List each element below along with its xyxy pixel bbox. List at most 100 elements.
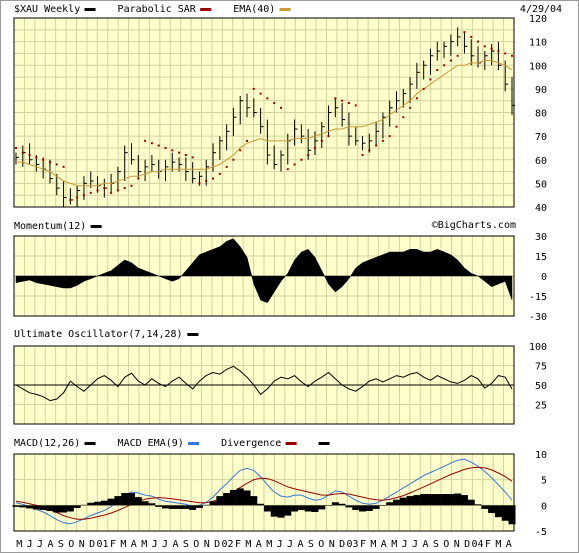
divergence-bar <box>189 505 197 510</box>
sar-dot <box>178 151 181 154</box>
ema-40--line <box>16 60 513 187</box>
divergence-bar <box>19 505 27 508</box>
divergence-bar <box>359 505 367 512</box>
sar-dot <box>137 177 140 180</box>
price-panel <box>13 17 515 208</box>
divergence-bar <box>318 505 326 510</box>
sar-dot <box>232 158 235 161</box>
divergence-bar <box>229 489 237 506</box>
sar-dot <box>334 97 337 100</box>
sar-dot <box>191 156 194 159</box>
x-tick-label: M <box>245 539 251 550</box>
sar-dot <box>422 87 425 90</box>
divergence-bar <box>175 505 183 509</box>
sar-dot <box>184 154 187 157</box>
sar-dot <box>361 154 364 157</box>
sar-dot <box>341 99 344 102</box>
sar-dot <box>110 191 113 194</box>
ultimate-y-tick-label: 100 <box>529 342 547 353</box>
sar-dot <box>388 135 391 138</box>
macd-y-tick-label: -5 <box>535 527 547 538</box>
sar-dot <box>497 50 500 53</box>
momentum-y-tick-label: -15 <box>529 292 547 303</box>
divergence-bar <box>168 505 176 509</box>
x-tick-label: S <box>183 539 189 550</box>
ultimate-y-tick-label: 75 <box>535 362 547 373</box>
divergence-bar <box>284 505 292 516</box>
price-legend-label: $XAU Weekly <box>14 4 80 15</box>
sar-dot <box>21 151 24 154</box>
divergence-bar <box>202 504 210 506</box>
x-tick-label: A <box>422 539 428 550</box>
divergence-bar <box>454 493 462 506</box>
sar-dot <box>116 189 119 192</box>
divergence-bar <box>426 494 434 506</box>
sar-dot <box>252 87 255 90</box>
divergence-bar <box>338 503 346 506</box>
sar-dot <box>483 45 486 48</box>
sar-dot <box>381 139 384 142</box>
macd-y-tick-label: 10 <box>535 450 547 461</box>
price-plot-border <box>13 17 515 208</box>
divergence-bar <box>32 505 40 510</box>
sar-dot <box>395 125 398 128</box>
x-tick-label: 03 <box>347 539 359 550</box>
x-tick-label: O <box>68 539 74 550</box>
panels-layer <box>12 17 516 532</box>
sar-dot <box>449 59 452 62</box>
sar-dot <box>327 135 330 138</box>
sar-dot <box>429 78 432 81</box>
divergence-bar <box>352 505 360 510</box>
sar-dot <box>300 158 303 161</box>
price-y-tick-label: 110 <box>529 38 547 49</box>
momentum-y-tick-label: 30 <box>535 232 547 243</box>
divergence-bar <box>87 502 95 506</box>
sar-dot <box>511 54 513 57</box>
divergence-bar <box>460 495 468 506</box>
price-y-tick-label: 100 <box>529 61 547 72</box>
sar-dot <box>415 97 418 100</box>
divergence-bar <box>66 505 74 512</box>
x-tick-label: J <box>152 539 158 550</box>
sar-dot <box>266 97 269 100</box>
divergence-bar <box>331 502 339 506</box>
divergence-bar <box>291 505 299 512</box>
divergence-bar <box>311 505 319 513</box>
divergence-bar <box>277 505 285 518</box>
macd-plot-border <box>13 453 515 532</box>
divergence-bar <box>94 501 102 506</box>
divergence-bar <box>474 504 482 506</box>
x-tick-label: N <box>454 539 460 550</box>
sar-dot <box>286 168 289 171</box>
sar-dot <box>69 198 72 201</box>
momentum-area <box>15 238 513 304</box>
divergence-bar <box>447 494 455 506</box>
x-tick-label: M <box>120 539 126 550</box>
divergence-bar <box>12 505 20 507</box>
macd-legend-label: Divergence <box>221 438 281 449</box>
x-tick-label: A <box>381 539 387 550</box>
sar-dot <box>205 180 208 183</box>
divergence-bar <box>114 496 122 506</box>
sar-dot <box>157 144 160 147</box>
x-tick-label: S <box>433 539 439 550</box>
x-tick-label: J <box>27 539 33 550</box>
x-tick-label: S <box>308 539 314 550</box>
x-tick-label: F <box>485 539 491 550</box>
divergence-bar <box>73 505 81 508</box>
divergence-bar <box>148 503 156 506</box>
divergence-bar <box>39 505 47 510</box>
price-y-tick-label: 120 <box>529 14 547 25</box>
divergence-bar <box>100 500 108 506</box>
sar-dot <box>259 92 262 95</box>
divergence-bar <box>53 505 61 513</box>
momentum-y-tick-label: 15 <box>535 252 547 263</box>
price-y-tick-label: 90 <box>535 85 547 96</box>
x-tick-label: M <box>495 539 501 550</box>
divergence-bar <box>297 505 305 510</box>
sar-dot <box>463 31 466 34</box>
divergence-bar <box>386 502 394 506</box>
ultimate-legend-label: Ultimate Oscillator(7,14,28) <box>14 329 183 340</box>
divergence-bar <box>209 501 217 506</box>
macd-y-tick-label: 5 <box>541 476 547 487</box>
